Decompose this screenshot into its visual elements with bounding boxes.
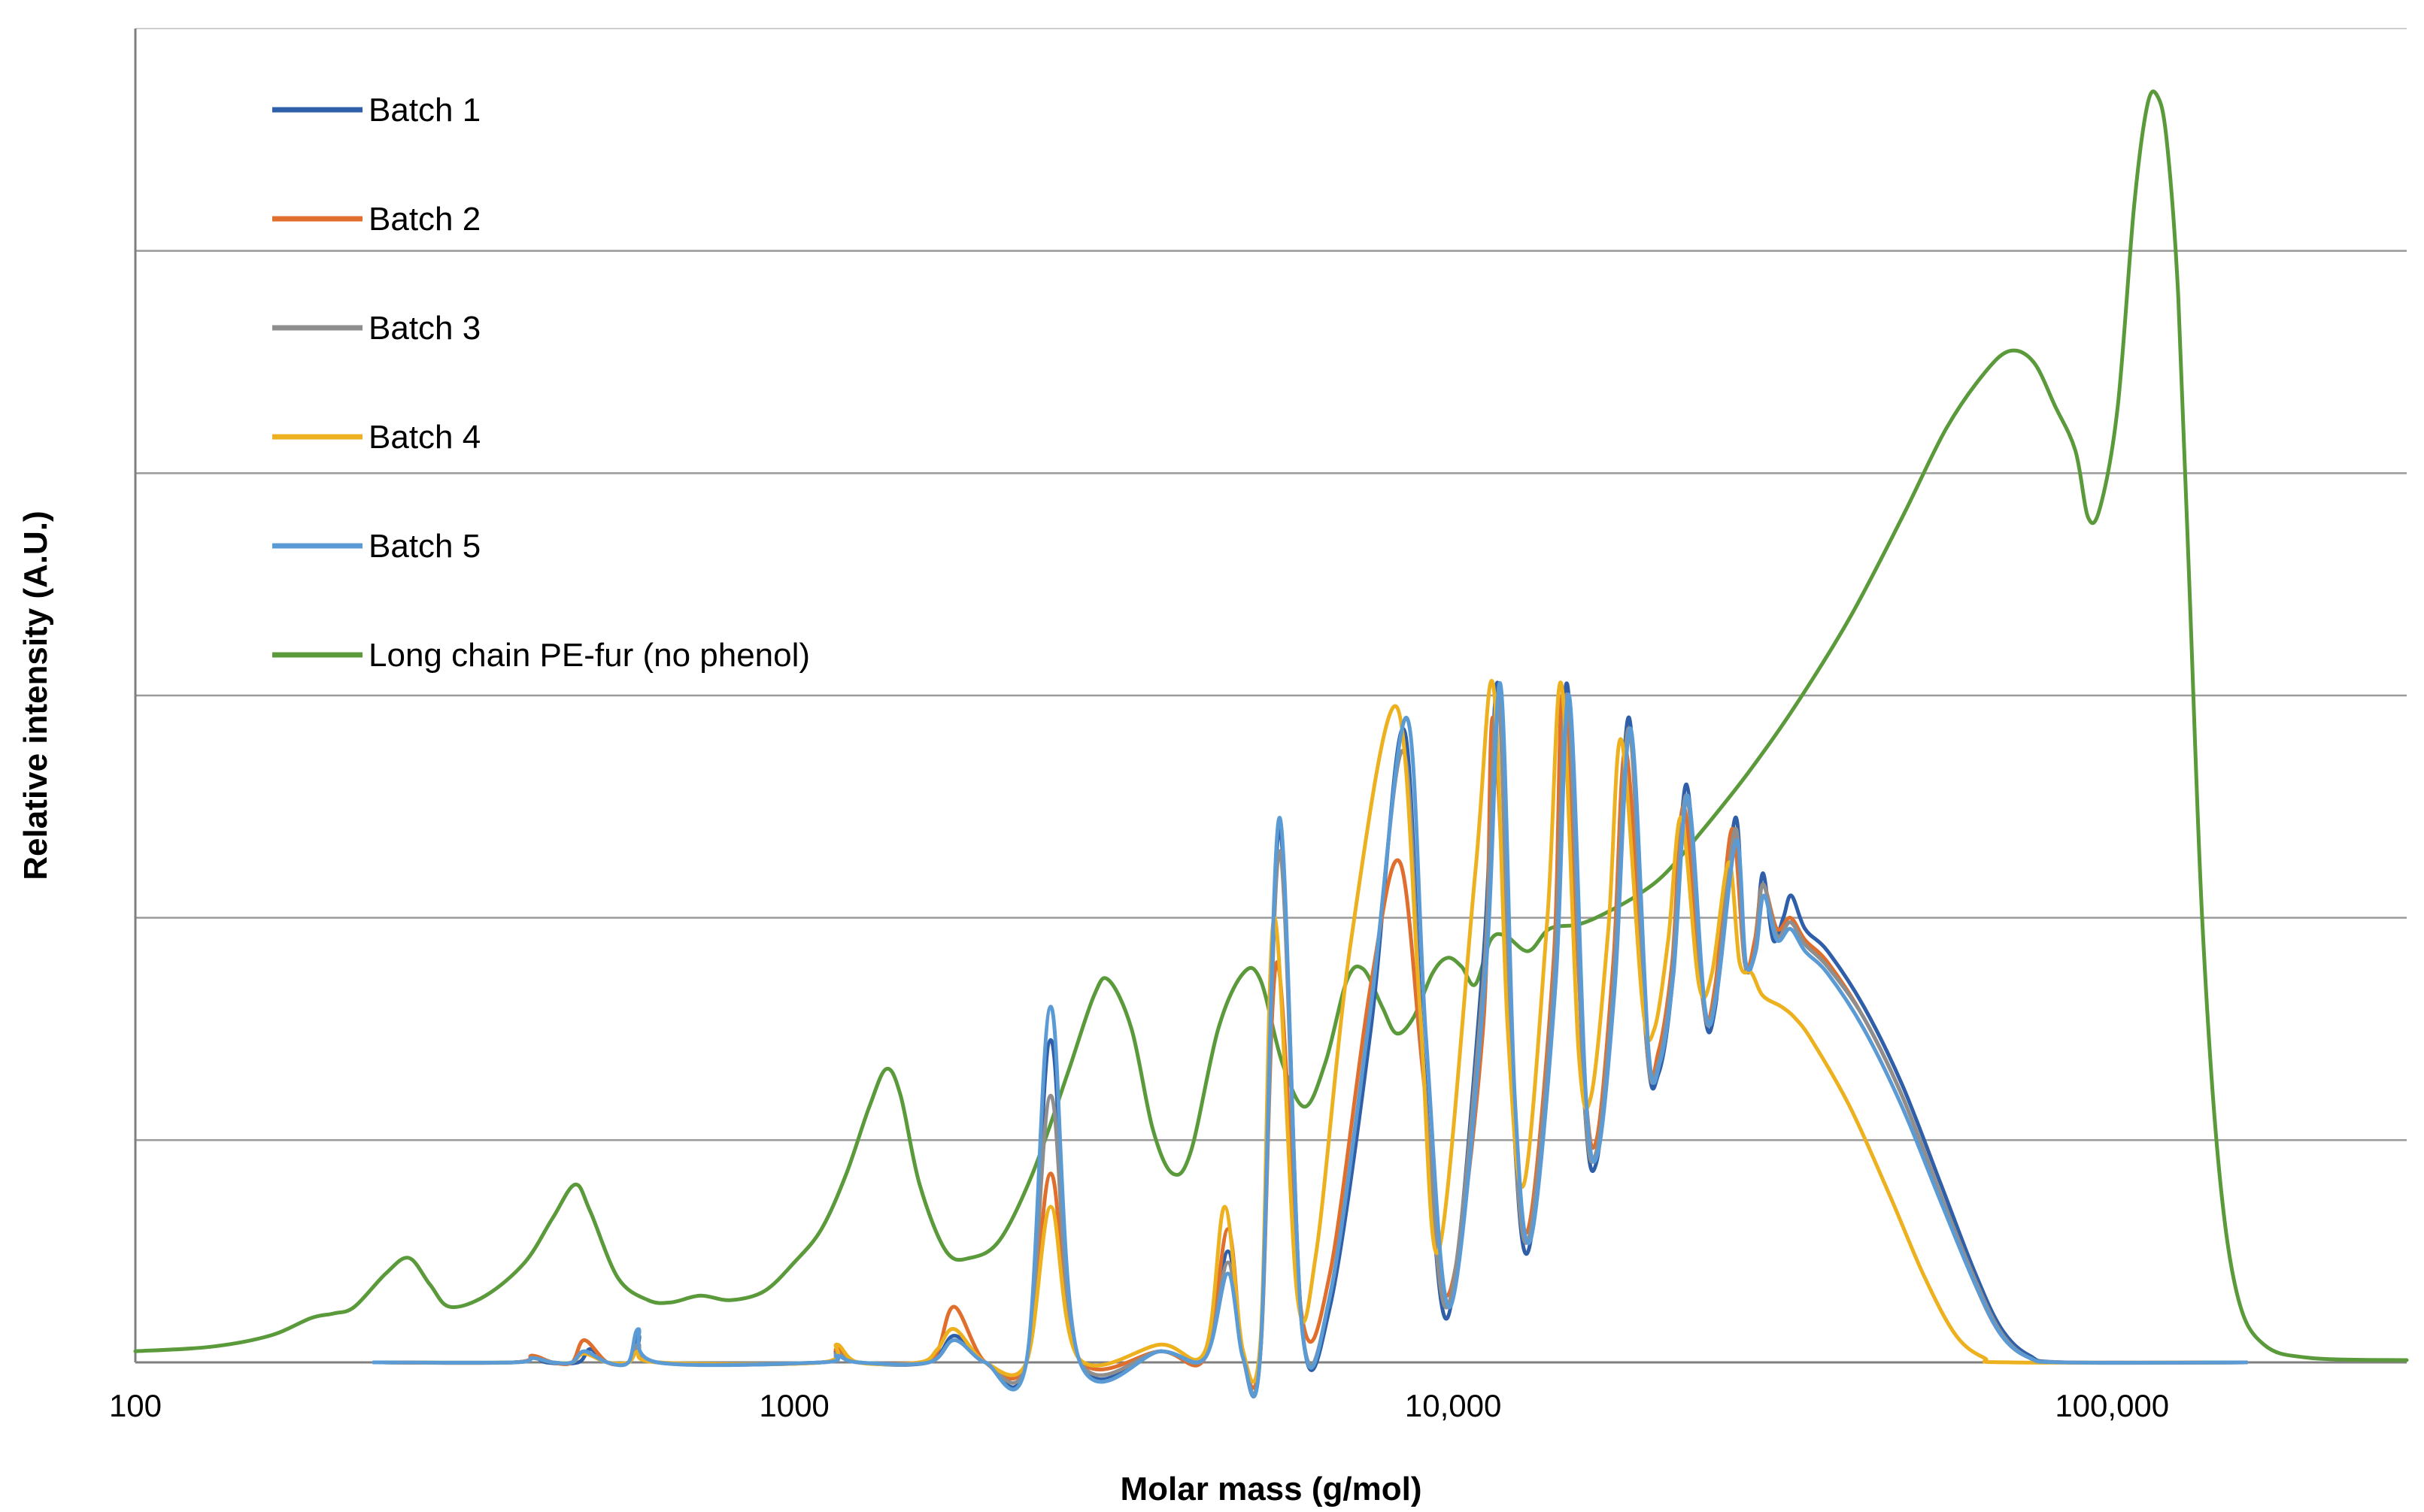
legend: Batch 1 Batch 2 Batch 3 Batch 4 Batch 5 Long … — [272, 92, 810, 674]
legend-label-2: Batch 2 — [369, 201, 481, 238]
series-layer — [133, 89, 2409, 1398]
series-line-5 — [372, 680, 2249, 1398]
gridlines — [135, 28, 2407, 1141]
legend-label-5: Batch 5 — [369, 528, 481, 565]
legend-label-6: Long chain PE-fur (no phenol) — [369, 637, 810, 674]
x-tick-label-1: 100 — [109, 1388, 162, 1423]
x-tick-label-2: 1000 — [759, 1388, 829, 1423]
x-axis-title: Molar mass (g/mol) — [1121, 1471, 1422, 1507]
x-tick-label-4: 100,000 — [2055, 1388, 2169, 1423]
series-line-6 — [133, 89, 2409, 1362]
legend-label-3: Batch 3 — [369, 310, 481, 347]
x-tick-label-3: 10,000 — [1405, 1388, 1501, 1423]
legend-label-1: Batch 1 — [369, 92, 481, 129]
legend-label-4: Batch 4 — [369, 419, 481, 456]
y-axis-title: Relative intensity (A.U.) — [17, 511, 54, 880]
x-tick-labels: 100 1000 10,000 100,000 — [109, 1388, 2169, 1423]
